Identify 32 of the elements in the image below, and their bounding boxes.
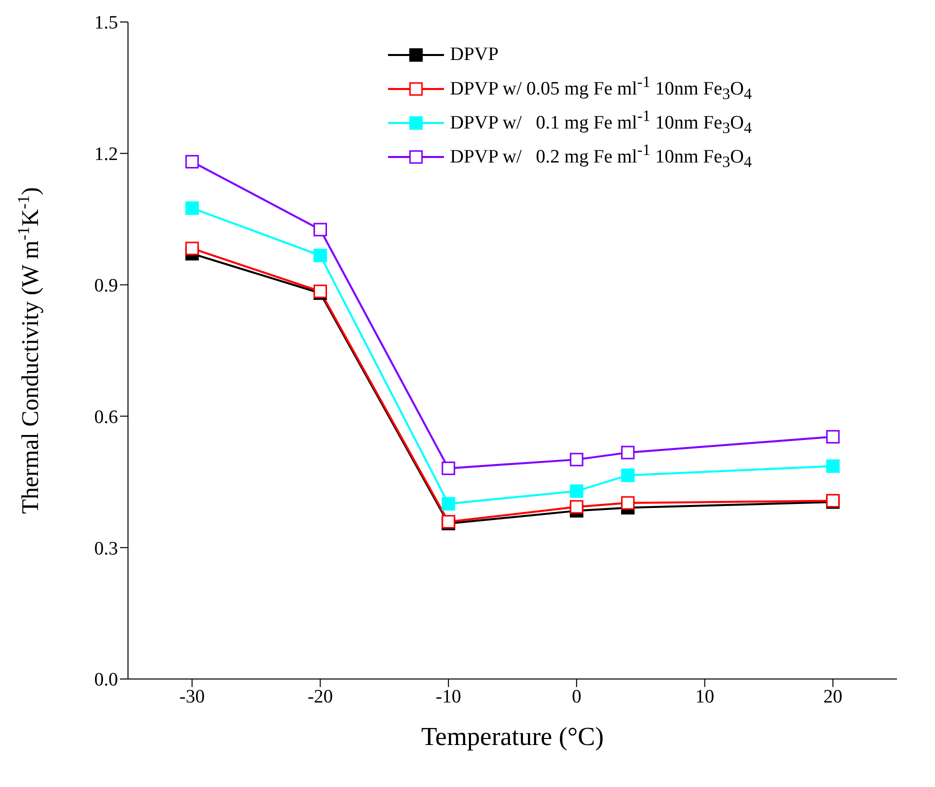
x-tick-label: 10 <box>695 686 714 708</box>
x-tick-label: 20 <box>823 686 842 708</box>
x-tick-label: 0 <box>572 686 582 708</box>
y-tick-label: 0.9 <box>94 276 118 297</box>
y-tick-label: 0.6 <box>94 406 118 428</box>
y-tick-label: 1.5 <box>94 12 118 34</box>
point <box>570 484 584 498</box>
legend-label: DPVP w/ 0.2 mg Fe ml$^{-1}$ 10nm Fe$_{3}$O$_{4}$ <box>450 142 752 172</box>
x-axis-title: Temperature (°C) <box>421 722 604 751</box>
legend-label: DPVP <box>450 44 499 66</box>
legend-label: DPVP w/ 0.05 mg Fe ml$^{-1}$ 10nm Fe$_{3}$O$_{4}$ <box>450 74 752 104</box>
y-tick-label: 1.2 <box>94 144 118 166</box>
point <box>442 462 456 476</box>
point <box>442 497 456 511</box>
point <box>621 468 635 482</box>
point <box>826 430 840 444</box>
point <box>185 201 199 215</box>
point <box>185 154 199 168</box>
point <box>185 242 199 256</box>
point <box>621 446 635 460</box>
point <box>570 500 584 514</box>
y-tick-label: 0.3 <box>94 538 118 560</box>
x-tick-label: -10 <box>436 686 462 708</box>
point <box>314 222 327 236</box>
y-tick-label: 0.0 <box>94 670 118 691</box>
x-tick-label: -20 <box>308 686 333 708</box>
legend-label: DPVP w/ 0.1 mg Fe ml$^{-1}$ 10nm Fe$_{3}$O$_{4}$ <box>450 108 752 138</box>
point <box>621 496 635 510</box>
point <box>826 459 840 473</box>
x-tick-label: -30 <box>179 686 205 708</box>
point <box>314 248 327 262</box>
point <box>570 452 584 466</box>
